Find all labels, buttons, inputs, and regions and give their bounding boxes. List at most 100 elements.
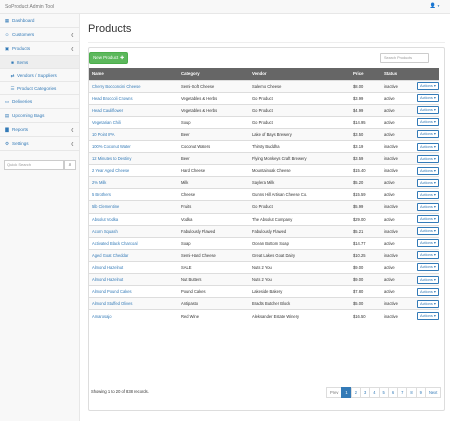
column-header[interactable] bbox=[414, 68, 439, 80]
product-name-link[interactable]: 12 Minutes to Destiny bbox=[89, 152, 178, 165]
actions-dropdown-button[interactable]: Actions ▾ bbox=[417, 82, 439, 91]
product-name-link[interactable]: Absolut Vodka bbox=[89, 212, 178, 226]
actions-dropdown-button[interactable]: Actions ▾ bbox=[417, 263, 439, 272]
actions-label: Actions bbox=[420, 203, 433, 209]
sidebar-item-upcoming-bags[interactable]: ▤ Upcoming Bags bbox=[0, 109, 79, 123]
actions-dropdown-button[interactable]: Actions ▾ bbox=[417, 239, 439, 248]
sidebar-item-customers[interactable]: ☺ Customers ❮ bbox=[0, 28, 79, 42]
caret-down-icon: ▾ bbox=[433, 313, 436, 319]
product-name-link[interactable]: Amarosajo bbox=[89, 309, 178, 322]
actions-dropdown-button[interactable]: Actions ▾ bbox=[417, 94, 439, 103]
category-cell: Beer bbox=[178, 127, 249, 141]
table-row: Head Broccoli Crowns Vegetables & Herbs Go… bbox=[89, 91, 439, 105]
table-row: 5lb Clementine Fruits Go Product $5.99 inact… bbox=[89, 200, 439, 214]
product-name-link[interactable]: Head Broccoli Crowns bbox=[89, 91, 178, 105]
caret-down-icon: ▾ bbox=[433, 264, 436, 270]
actions-dropdown-button[interactable]: Actions ▾ bbox=[417, 312, 439, 321]
category-cell: Hard Cheese bbox=[178, 164, 249, 177]
actions-cell: Actions ▾ bbox=[414, 248, 439, 262]
product-name-link[interactable]: 5 Brothers bbox=[89, 188, 178, 201]
actions-dropdown-button[interactable]: Actions ▾ bbox=[417, 251, 439, 260]
status-cell: active bbox=[381, 127, 414, 141]
actions-dropdown-button[interactable]: Actions ▾ bbox=[417, 287, 439, 296]
quick-search-input[interactable]: Quick Search bbox=[4, 160, 64, 170]
category-cell: Fabulously Flawed bbox=[178, 224, 249, 238]
actions-dropdown-button[interactable]: Actions ▾ bbox=[417, 275, 439, 284]
caret-down-icon: ▾ bbox=[433, 240, 436, 246]
column-header[interactable]: Vendor bbox=[249, 68, 350, 80]
product-name-link[interactable]: Aged Goat Cheddar bbox=[89, 248, 178, 262]
product-name-link[interactable]: Head Cauliflower bbox=[89, 103, 178, 117]
sidebar-item-label: Reports bbox=[12, 127, 29, 132]
user-menu[interactable]: 👤▼ bbox=[430, 3, 440, 9]
sidebar-item-reports[interactable]: ▇ Reports ❮ bbox=[0, 123, 79, 137]
sidebar-item-label: Upcoming Bags bbox=[12, 113, 45, 118]
sidebar-item-deliveries[interactable]: ▭ Deliveries bbox=[0, 95, 79, 109]
sidebar-item-products[interactable]: ▣ Products ❮ bbox=[0, 42, 79, 56]
actions-dropdown-button[interactable]: Actions ▾ bbox=[417, 190, 439, 199]
product-name-link[interactable]: Vegetarian Chili bbox=[89, 115, 178, 129]
product-name-link[interactable]: 100% Coconut Water bbox=[89, 139, 178, 153]
caret-down-icon: ▾ bbox=[433, 203, 436, 209]
actions-dropdown-button[interactable]: Actions ▾ bbox=[417, 142, 439, 151]
next-page-button[interactable]: Next bbox=[424, 387, 442, 398]
actions-label: Actions bbox=[420, 143, 433, 149]
table-row: Aged Goat Cheddar Semi-Hard Cheese Great L… bbox=[89, 248, 439, 262]
actions-dropdown-button[interactable]: Actions ▾ bbox=[417, 106, 439, 115]
app-title[interactable]: SoProduct Admin Tool bbox=[5, 4, 55, 10]
actions-dropdown-button[interactable]: Actions ▾ bbox=[417, 202, 439, 211]
category-cell: Vegetables & Herbs bbox=[178, 91, 249, 105]
column-header[interactable]: Status bbox=[381, 68, 414, 80]
table-row: Almond Pound Cakes Pound Cakes Lakeside Ba… bbox=[89, 285, 439, 298]
actions-dropdown-button[interactable]: Actions ▾ bbox=[417, 130, 439, 139]
chevron-icon: ❮ bbox=[70, 141, 74, 146]
sidebar-item-items[interactable]: ■ Items bbox=[0, 56, 79, 69]
actions-cell: Actions ▾ bbox=[414, 285, 439, 298]
sidebar-item-product-categories[interactable]: ☰ Product Categories bbox=[0, 82, 79, 95]
search-button[interactable]: ⌕ bbox=[64, 160, 76, 170]
product-name-link[interactable]: Almond Hazelnut bbox=[89, 272, 178, 286]
table-row: 2 Year Aged Cheese Hard Cheese Mountainoak… bbox=[89, 164, 439, 177]
caret-down-icon: ▾ bbox=[433, 95, 436, 101]
actions-cell: Actions ▾ bbox=[414, 139, 439, 153]
sidebar-item-dashboard[interactable]: ▦ Dashboard bbox=[0, 14, 79, 28]
product-name-link[interactable]: Almond Hazelnut bbox=[89, 260, 178, 274]
product-name-link[interactable]: Activated Black Charcoal bbox=[89, 236, 178, 250]
actions-label: Actions bbox=[420, 264, 433, 270]
status-cell: active bbox=[381, 236, 414, 250]
actions-dropdown-button[interactable]: Actions ▾ bbox=[417, 178, 439, 187]
product-name-link[interactable]: Almond Stuffed Olives bbox=[89, 297, 178, 310]
category-cell: Coconut Waters bbox=[178, 139, 249, 153]
prev-page-button[interactable]: Prev bbox=[326, 387, 343, 398]
product-name-link[interactable]: 2% Milk bbox=[89, 176, 178, 189]
actions-dropdown-button[interactable]: Actions ▾ bbox=[417, 227, 439, 236]
new-product-button[interactable]: New Product ✚ bbox=[89, 52, 128, 64]
product-name-link[interactable]: Acorn Squash bbox=[89, 224, 178, 238]
actions-dropdown-button[interactable]: Actions ▾ bbox=[417, 215, 439, 224]
column-header[interactable]: Name bbox=[89, 68, 178, 80]
category-cell: Pound Cakes bbox=[178, 285, 249, 298]
price-cell: $3.19 bbox=[350, 139, 381, 153]
actions-dropdown-button[interactable]: Actions ▾ bbox=[417, 118, 439, 127]
product-name-link[interactable]: 2 Year Aged Cheese bbox=[89, 164, 178, 177]
product-name-link[interactable]: 10 Point IPA bbox=[89, 127, 178, 141]
column-header[interactable]: Category bbox=[178, 68, 249, 80]
column-header[interactable]: Price bbox=[350, 68, 381, 80]
user-icon: 👤 bbox=[429, 3, 437, 9]
actions-cell: Actions ▾ bbox=[414, 188, 439, 201]
actions-dropdown-button[interactable]: Actions ▾ bbox=[417, 154, 439, 163]
product-name-link[interactable]: Almond Pound Cakes bbox=[89, 285, 178, 298]
product-name-link[interactable]: 5lb Clementine bbox=[89, 200, 178, 214]
new-product-label: New Product bbox=[93, 55, 119, 60]
sidebar-item-settings[interactable]: ⚙ Settings ❮ bbox=[0, 137, 79, 151]
search-products-input[interactable]: Search Products bbox=[380, 53, 429, 63]
price-cell: $15.59 bbox=[350, 188, 381, 201]
product-name-link[interactable]: Cherry Bocconcini Cheese bbox=[89, 79, 178, 93]
actions-dropdown-button[interactable]: Actions ▾ bbox=[417, 299, 439, 308]
price-cell: $3.99 bbox=[350, 91, 381, 105]
status-cell: inactive bbox=[381, 297, 414, 310]
actions-dropdown-button[interactable]: Actions ▾ bbox=[417, 166, 439, 175]
price-cell: $5.21 bbox=[350, 224, 381, 238]
actions-cell: Actions ▾ bbox=[414, 224, 439, 238]
sidebar-item-vendors-suppliers[interactable]: ⇄ Vendors / Suppliers bbox=[0, 69, 79, 82]
